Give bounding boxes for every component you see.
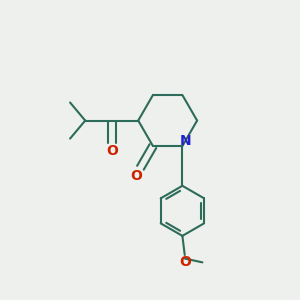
- Text: O: O: [179, 255, 191, 269]
- Text: O: O: [106, 145, 118, 158]
- Text: N: N: [180, 134, 192, 148]
- Text: O: O: [130, 169, 142, 183]
